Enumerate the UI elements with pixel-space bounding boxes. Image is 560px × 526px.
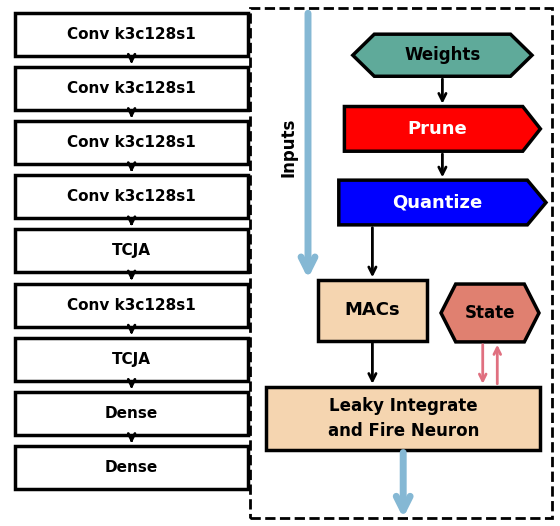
Text: Conv k3c128s1: Conv k3c128s1: [67, 189, 196, 204]
Text: Conv k3c128s1: Conv k3c128s1: [67, 135, 196, 150]
FancyBboxPatch shape: [15, 229, 248, 272]
Polygon shape: [353, 34, 532, 76]
Polygon shape: [441, 284, 539, 342]
FancyBboxPatch shape: [15, 446, 248, 489]
Text: State: State: [465, 304, 515, 322]
FancyBboxPatch shape: [318, 280, 427, 341]
FancyBboxPatch shape: [266, 387, 540, 450]
FancyBboxPatch shape: [15, 392, 248, 435]
FancyBboxPatch shape: [15, 121, 248, 164]
Text: MACs: MACs: [344, 301, 400, 319]
Text: Dense: Dense: [105, 406, 158, 421]
Text: Prune: Prune: [407, 120, 466, 138]
Text: Conv k3c128s1: Conv k3c128s1: [67, 81, 196, 96]
FancyBboxPatch shape: [15, 13, 248, 56]
Text: Conv k3c128s1: Conv k3c128s1: [67, 27, 196, 42]
Polygon shape: [339, 180, 546, 225]
FancyBboxPatch shape: [15, 284, 248, 327]
FancyBboxPatch shape: [15, 175, 248, 218]
Text: Conv k3c128s1: Conv k3c128s1: [67, 298, 196, 312]
Text: Leaky Integrate
and Fire Neuron: Leaky Integrate and Fire Neuron: [328, 397, 479, 440]
FancyBboxPatch shape: [15, 67, 248, 110]
Polygon shape: [344, 106, 540, 151]
Text: TCJA: TCJA: [112, 244, 151, 258]
Text: TCJA: TCJA: [112, 352, 151, 367]
Text: Inputs: Inputs: [279, 118, 297, 177]
Text: Quantize: Quantize: [391, 194, 482, 211]
Text: Weights: Weights: [404, 46, 480, 64]
FancyBboxPatch shape: [15, 338, 248, 381]
Text: Dense: Dense: [105, 460, 158, 475]
